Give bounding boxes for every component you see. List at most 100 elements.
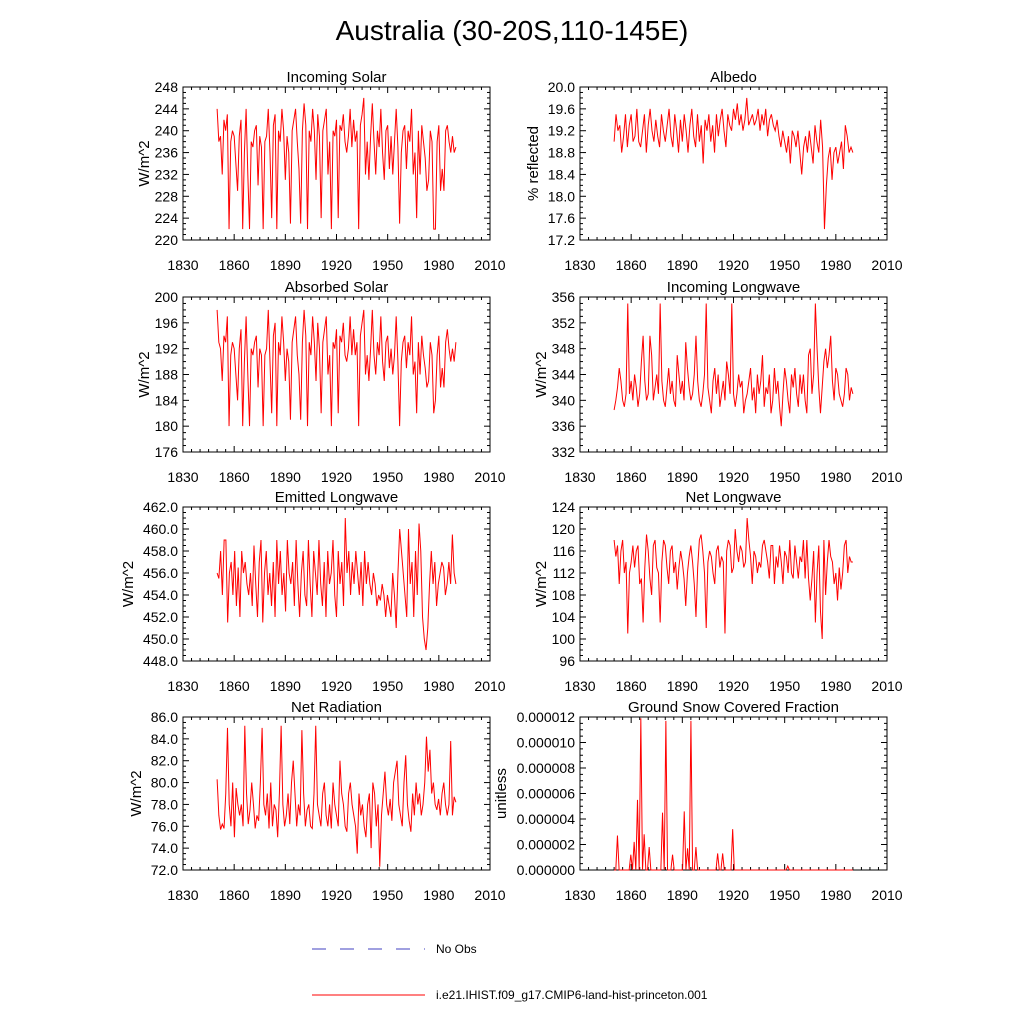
y-tick-label: 76.0 — [151, 818, 178, 834]
x-tick-label: 1920 — [321, 678, 352, 694]
y-tick-label: 82.0 — [151, 753, 178, 769]
panel-title: Absorbed Solar — [285, 279, 388, 296]
x-tick-label: 1920 — [718, 678, 749, 694]
panel-2: Absorbed Solar 1830 1860 1890 1920 1950 1980 20… — [136, 279, 506, 485]
x-tick-label: 1950 — [372, 469, 403, 485]
x-tick-label: 1890 — [270, 469, 301, 485]
x-tick-label: 2010 — [871, 257, 902, 273]
y-tick-label: 19.2 — [548, 123, 575, 139]
y-tick-label: 188 — [155, 367, 179, 383]
y-tick-label: 17.2 — [548, 232, 575, 248]
x-tick-label: 1980 — [820, 678, 851, 694]
x-tick-label: 1950 — [769, 469, 800, 485]
x-tick-label: 1980 — [423, 887, 454, 903]
y-tick-label: 0.000004 — [517, 811, 576, 827]
x-tick-label: 1830 — [564, 678, 595, 694]
series-line-0 — [613, 517, 853, 640]
y-axis-label: W/m^2 — [120, 561, 137, 607]
x-tick-label: 2010 — [871, 469, 902, 485]
y-tick-label: 196 — [155, 315, 179, 331]
x-tick-label: 1950 — [769, 678, 800, 694]
y-tick-label: 116 — [553, 543, 576, 559]
panels-group: Incoming Solar 1830 1860 1890 1920 1950 1980 20… — [120, 69, 903, 903]
y-tick-label: 74.0 — [151, 840, 178, 856]
y-tick-label: 18.8 — [548, 145, 575, 161]
x-tick-label: 1980 — [820, 469, 851, 485]
y-tick-label: 20.0 — [548, 79, 575, 95]
y-tick-label: 200 — [155, 289, 179, 305]
x-tick-label: 1980 — [423, 469, 454, 485]
x-tick-label: 1830 — [167, 887, 198, 903]
y-tick-label: 340 — [552, 392, 576, 408]
x-tick-label: 2010 — [474, 469, 505, 485]
y-tick-label: 0.000002 — [517, 837, 576, 853]
x-tick-label: 1890 — [270, 257, 301, 273]
x-tick-label: 1860 — [219, 678, 250, 694]
panel-title: Incoming Longwave — [667, 279, 800, 296]
panel-title: Ground Snow Covered Fraction — [628, 699, 839, 716]
y-tick-label: 84.0 — [151, 731, 178, 747]
series-line-0 — [216, 309, 457, 427]
y-tick-label: 108 — [552, 587, 576, 603]
y-tick-label: 100 — [552, 631, 576, 647]
y-tick-label: 80.0 — [151, 775, 178, 791]
y-tick-label: 124 — [552, 499, 576, 515]
x-tick-label: 1890 — [667, 678, 698, 694]
y-axis-label: W/m^2 — [136, 351, 153, 397]
y-tick-label: 184 — [155, 392, 179, 408]
x-tick-label: 1890 — [270, 678, 301, 694]
y-tick-label: 454.0 — [143, 587, 178, 603]
y-tick-label: 18.4 — [548, 166, 575, 182]
y-tick-label: 228 — [155, 188, 179, 204]
x-tick-label: 1830 — [167, 678, 198, 694]
panel-title: Net Radiation — [291, 699, 382, 716]
y-tick-label: 18.0 — [548, 188, 575, 204]
y-tick-label: 356 — [552, 289, 576, 305]
x-tick-label: 2010 — [474, 257, 505, 273]
x-tick-label: 2010 — [474, 887, 505, 903]
y-tick-label: 448.0 — [143, 653, 178, 669]
x-tick-label: 1950 — [769, 257, 800, 273]
y-tick-label: 456.0 — [143, 565, 178, 581]
y-tick-label: 0.000008 — [517, 760, 576, 776]
y-tick-label: 96 — [559, 653, 575, 669]
x-tick-label: 1890 — [270, 887, 301, 903]
y-axis-label: % reflected — [525, 126, 542, 201]
y-tick-label: 220 — [155, 232, 179, 248]
y-tick-label: 0.000006 — [517, 786, 576, 802]
x-tick-label: 1950 — [372, 257, 403, 273]
y-axis-label: unitless — [493, 768, 510, 819]
x-tick-label: 1830 — [564, 257, 595, 273]
x-tick-label: 1860 — [219, 257, 250, 273]
y-tick-label: 180 — [155, 418, 179, 434]
x-tick-label: 1980 — [423, 678, 454, 694]
x-tick-label: 1920 — [321, 257, 352, 273]
y-tick-label: 86.0 — [151, 709, 178, 725]
panel-3: Incoming Longwave 1830 1860 1890 1920 1950 198… — [533, 279, 903, 485]
x-tick-label: 2010 — [871, 678, 902, 694]
panel-0: Incoming Solar 1830 1860 1890 1920 1950 1980 20… — [136, 69, 506, 273]
x-tick-label: 1920 — [718, 469, 749, 485]
y-tick-label: 248 — [155, 79, 179, 95]
y-tick-label: 104 — [552, 609, 576, 625]
y-tick-label: 462.0 — [143, 499, 178, 515]
y-tick-label: 0.000000 — [517, 862, 576, 878]
y-tick-label: 244 — [155, 101, 179, 117]
y-axis-label: W/m^2 — [533, 561, 550, 607]
y-tick-label: 240 — [155, 123, 179, 139]
series-line-0 — [614, 718, 853, 871]
x-tick-label: 1860 — [219, 887, 250, 903]
y-tick-label: 120 — [552, 521, 576, 537]
panel-title: Incoming Solar — [286, 69, 386, 86]
x-tick-label: 1860 — [616, 678, 647, 694]
legend-obs-label: No Obs — [436, 942, 477, 956]
x-tick-label: 1830 — [167, 257, 198, 273]
y-tick-label: 352 — [552, 315, 576, 331]
panel-title: Net Longwave — [686, 489, 782, 506]
series-line-0 — [613, 303, 854, 427]
x-tick-label: 1890 — [667, 257, 698, 273]
panel-5: Net Longwave 1830 1860 1890 1920 1950 1980 2010… — [533, 489, 903, 694]
y-tick-label: 236 — [155, 145, 179, 161]
y-tick-label: 78.0 — [151, 796, 178, 812]
y-axis-label: W/m^2 — [128, 770, 145, 816]
